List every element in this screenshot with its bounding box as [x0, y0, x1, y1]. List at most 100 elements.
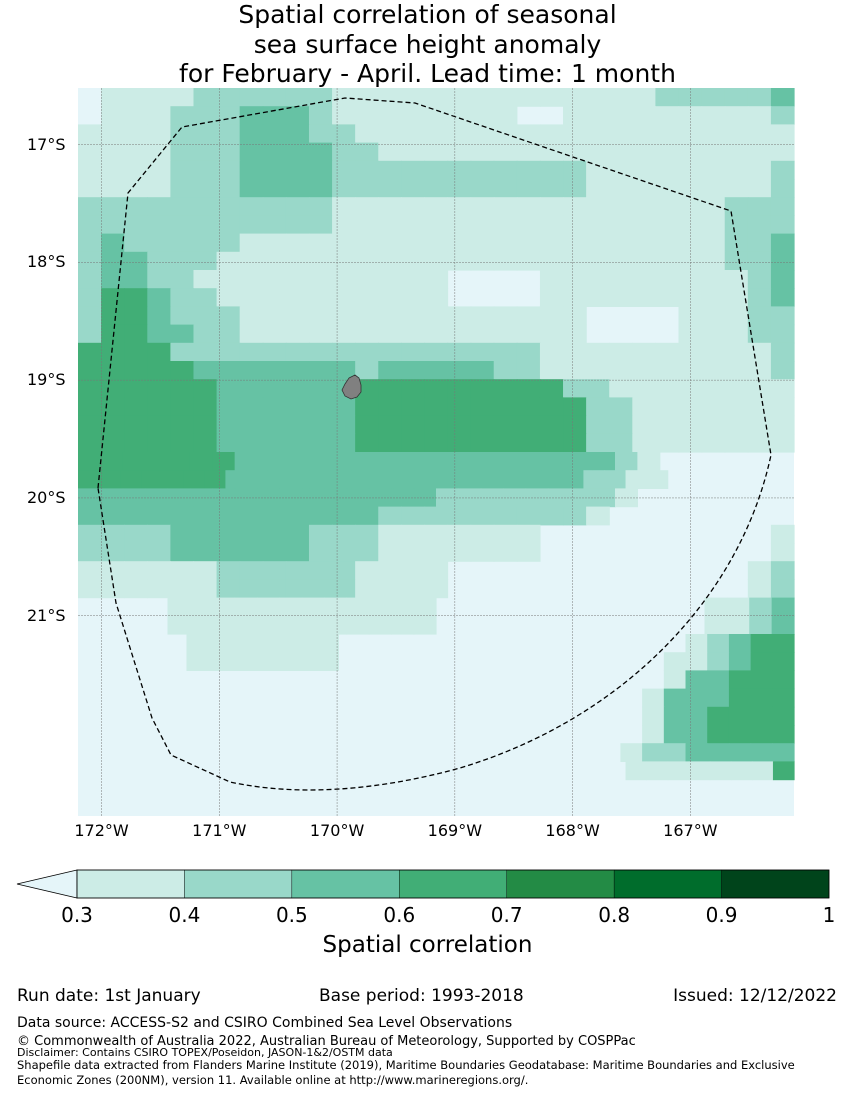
grid-cell: [234, 597, 258, 617]
grid-cell: [124, 524, 148, 544]
grid-cell: [355, 288, 379, 307]
grid-cell: [478, 470, 500, 489]
grid-cell: [262, 106, 287, 125]
grid-cell: [101, 88, 125, 107]
grid-cell: [332, 433, 356, 453]
grid-cell: [239, 524, 264, 544]
grid-cell: [646, 470, 669, 489]
grid-cell: [707, 725, 730, 744]
grid-cell: [193, 306, 218, 326]
grid-cell: [770, 142, 795, 162]
grid-cell: [124, 270, 148, 289]
grid-cell: [642, 725, 665, 744]
grid-cell: [539, 179, 564, 198]
grid-cell: [424, 324, 449, 344]
grid-cell: [355, 561, 379, 580]
grid-cell: [183, 470, 205, 489]
grid-cell: [609, 288, 633, 307]
grid-cell: [189, 597, 213, 617]
grid-cell: [212, 615, 236, 635]
grid-cell: [78, 197, 102, 216]
latitude-label: 18°S: [27, 252, 66, 272]
grid-cell: [770, 288, 795, 307]
grid-cell: [424, 270, 449, 289]
grid-cell: [78, 324, 102, 344]
grid-cell: [285, 579, 310, 599]
grid-cell: [332, 160, 356, 180]
grid-cell: [424, 160, 449, 180]
grid-cell: [625, 470, 648, 489]
grid-cell: [316, 652, 339, 671]
grid-cell: [147, 215, 171, 235]
title-line-1: Spatial correlation of seasonal: [238, 0, 617, 29]
grid-cell: [747, 306, 772, 326]
grid-cell: [413, 488, 437, 508]
grid-cell: [539, 124, 564, 144]
grid-cell: [170, 197, 195, 216]
grid-cell: [147, 324, 171, 344]
colorbar-swatch: [184, 869, 293, 899]
grid-cell: [162, 470, 184, 489]
grid-cell: [424, 106, 449, 125]
grid-cell: [470, 543, 495, 562]
grid-cell: [747, 579, 772, 599]
grid-cell: [401, 270, 426, 289]
grid-cell: [308, 251, 333, 271]
grid-cell: [663, 706, 687, 726]
grid-cell: [285, 561, 310, 580]
grid-cell: [120, 470, 142, 489]
grid-cell: [285, 506, 310, 526]
grid-cell: [285, 306, 310, 326]
grid-cell: [701, 197, 726, 216]
grid-cell: [170, 179, 195, 198]
grid-cell: [685, 634, 708, 653]
grid-cell: [285, 543, 310, 562]
grid-cell: [655, 361, 680, 380]
grid-cell: [332, 197, 356, 216]
grid-cell: [308, 324, 333, 344]
grid-cell: [186, 652, 209, 671]
grid-cell: [724, 197, 749, 216]
graticule: [78, 88, 794, 816]
grid-cell: [170, 233, 195, 253]
grid-cell: [424, 379, 449, 398]
grid-cell: [470, 142, 495, 162]
longitude-label: 171°W: [192, 821, 247, 840]
grid-cell: [239, 106, 264, 125]
grid-cell: [170, 306, 195, 326]
grid-cell: [239, 342, 264, 362]
grid-cell: [101, 306, 125, 326]
grid-cell: [239, 397, 264, 417]
grid-cell: [586, 288, 610, 307]
grid-cell: [724, 124, 749, 144]
grid-cell: [493, 88, 518, 107]
grid-cell: [701, 379, 726, 398]
latitude-label: 17°S: [27, 134, 66, 154]
grid-cell: [539, 379, 564, 398]
grid-cell: [586, 379, 610, 398]
grid-cell: [308, 397, 333, 417]
grid-cell: [563, 197, 587, 216]
grid-cell: [239, 561, 264, 580]
grid-cell: [170, 379, 195, 398]
grid-cell: [770, 324, 795, 344]
grid-cell: [378, 179, 402, 198]
grid-cell: [586, 233, 610, 253]
colorbar-title: Spatial correlation: [322, 932, 533, 958]
grid-cell: [724, 415, 749, 435]
grid-cell: [770, 397, 795, 417]
grid-cell: [378, 270, 402, 289]
grid-cell: [262, 524, 287, 544]
grid-cell: [747, 433, 772, 453]
grid-cell: [772, 743, 795, 762]
grid-cell: [701, 160, 726, 180]
grid-cell: [262, 288, 287, 307]
grid-cell: [724, 324, 749, 344]
grid-cell: [216, 179, 241, 198]
grid-cell: [124, 124, 148, 144]
latitude-label: 19°S: [27, 370, 66, 390]
grid-cell: [470, 342, 495, 362]
grid-cell: [701, 342, 726, 362]
grid-cell: [100, 452, 124, 471]
grid-cell: [101, 361, 125, 380]
